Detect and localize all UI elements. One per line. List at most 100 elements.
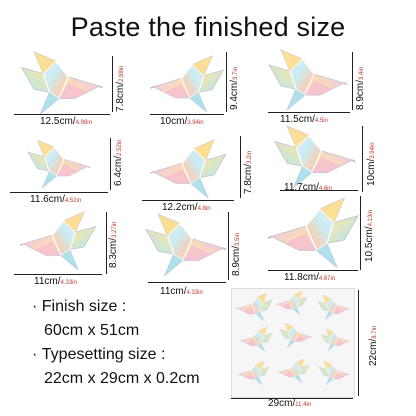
width-label-9: 11.8cm/4.67in — [284, 272, 336, 283]
height-in: 3.4in — [359, 66, 365, 80]
width-label-8: 11cm/4.33in — [160, 286, 203, 297]
height-label-5: 7.8cm/3.2in — [243, 150, 254, 194]
height-guide-line — [228, 212, 229, 280]
width-guide-line — [268, 270, 358, 271]
height-label-8: 8.9cm/3.5in — [231, 232, 242, 276]
hummingbird-sticker-5 — [149, 139, 227, 199]
height-guide-line — [110, 138, 111, 190]
width-cm: 12.5cm — [40, 116, 73, 127]
width-cm: 12.2cm — [162, 202, 195, 213]
hummingbird-sticker-6 — [273, 125, 357, 189]
height-cm: 8.3cm — [108, 240, 119, 268]
width-label-6: 11.7cm/4.6in — [284, 182, 332, 193]
typesetting-size-label: · Typesetting size : — [32, 346, 165, 364]
width-guide-line — [14, 114, 110, 115]
width-cm: 11.7cm — [284, 182, 317, 193]
width-cm: 11.8cm — [284, 272, 317, 283]
height-label-6: 10cm/3.94in — [366, 142, 377, 186]
width-label-1: 12.5cm/4.98in — [40, 116, 92, 127]
height-guide-line — [362, 126, 363, 192]
sheet-width-label: 29cm/11.4in — [268, 398, 312, 409]
width-in: 3.94in — [187, 120, 204, 126]
width-cm: 11cm — [160, 286, 184, 297]
height-in: 2.52in — [117, 139, 123, 156]
height-in: 3.2in — [247, 150, 253, 164]
hummingbird-sticker-3 — [268, 49, 348, 111]
height-cm: 7.8cm — [243, 166, 254, 194]
width-guide-line — [148, 282, 226, 283]
sheet-birds — [235, 290, 351, 386]
height-guide-line — [226, 52, 227, 112]
width-in: 4.6in — [318, 186, 332, 192]
hummingbird-sticker-9 — [267, 197, 359, 269]
height-cm: 7.8cm — [115, 84, 126, 112]
width-guide-line — [10, 192, 108, 193]
width-cm: 11.5cm — [280, 114, 313, 125]
bullet: · — [32, 346, 38, 363]
height-in: 3.27in — [112, 221, 118, 238]
sheet-height-label: 22cm/8.7in — [368, 325, 379, 366]
bullet: · — [32, 298, 38, 315]
width-in: 4.8in — [197, 206, 211, 212]
hummingbird-sticker-4 — [27, 139, 91, 189]
height-guide-line — [360, 196, 361, 270]
height-cm: 10cm — [366, 161, 377, 186]
width-in: 4.67in — [318, 276, 336, 282]
width-in: 4.98in — [75, 120, 92, 126]
finish-size-label: · Finish size : — [32, 298, 126, 316]
height-guide-line — [352, 52, 353, 110]
height-in: 4.13in — [368, 210, 374, 227]
hummingbird-sticker-8 — [145, 213, 227, 277]
height-label-7: 8.3cm/3.27in — [108, 221, 119, 268]
height-label-3: 8.9cm/3.4in — [355, 66, 366, 110]
finish-size-value: 60cm x 51cm — [44, 322, 140, 339]
width-guide-line — [142, 200, 234, 201]
width-label-7: 11cm/4.33in — [34, 276, 77, 287]
height-in: 8.7in — [372, 325, 378, 339]
height-cm: 22cm — [368, 341, 379, 366]
width-label-5: 12.2cm/4.8in — [162, 202, 211, 213]
height-guide-line — [240, 136, 241, 198]
width-cm: 11cm — [34, 276, 58, 287]
width-label-2: 10cm/3.94in — [160, 116, 204, 127]
sticker-sheet — [231, 288, 355, 398]
page-title: Paste the finished size — [70, 12, 346, 42]
height-in: 2.98in — [119, 65, 125, 82]
width-cm: 10cm — [160, 116, 185, 127]
height-cm: 8.9cm — [355, 82, 366, 110]
height-label-2: 9.4cm/3.7in — [229, 66, 240, 110]
hummingbird-sticker-2 — [149, 55, 225, 113]
width-in: 4.52in — [64, 198, 82, 204]
height-label-1: 7.8cm/2.98in — [115, 65, 126, 112]
width-cm: 29cm — [268, 398, 293, 409]
height-in: 3.7in — [233, 66, 239, 80]
height-cm: 6.4cm — [113, 158, 124, 186]
hummingbird-sticker-1 — [20, 51, 104, 115]
height-cm: 9.4cm — [229, 82, 240, 110]
width-in: 4.33in — [186, 290, 203, 296]
height-in: 3.5in — [235, 232, 241, 246]
hummingbird-sticker-7 — [19, 211, 97, 271]
sheet-height-line — [358, 290, 359, 396]
typesetting-label-text: Typesetting size : — [41, 346, 166, 363]
height-label-4: 6.4cm/2.52in — [113, 139, 124, 186]
width-guide-line — [14, 274, 102, 275]
width-cm: 11.6cm — [30, 194, 63, 205]
height-cm: 10.5cm — [364, 229, 375, 262]
width-guide-line — [268, 112, 350, 113]
width-guide-line — [150, 114, 224, 115]
width-label-3: 11.5cm/4.5in — [280, 114, 328, 125]
height-cm: 8.9cm — [231, 248, 242, 276]
width-in: 4.33in — [60, 280, 77, 286]
typesetting-size-value: 22cm x 29cm x 0.2cm — [44, 370, 200, 387]
finish-label-text: Finish size : — [41, 298, 127, 315]
height-label-9: 10.5cm/4.13in — [364, 210, 375, 262]
height-guide-line — [112, 56, 113, 112]
sheet-width-line — [231, 398, 353, 399]
height-in: 3.94in — [370, 142, 376, 159]
height-guide-line — [106, 212, 107, 274]
width-in: 11.4in — [295, 402, 312, 408]
width-label-4: 11.6cm/4.52in — [30, 194, 82, 205]
width-guide-line — [280, 190, 358, 191]
width-in: 4.5in — [314, 118, 328, 124]
